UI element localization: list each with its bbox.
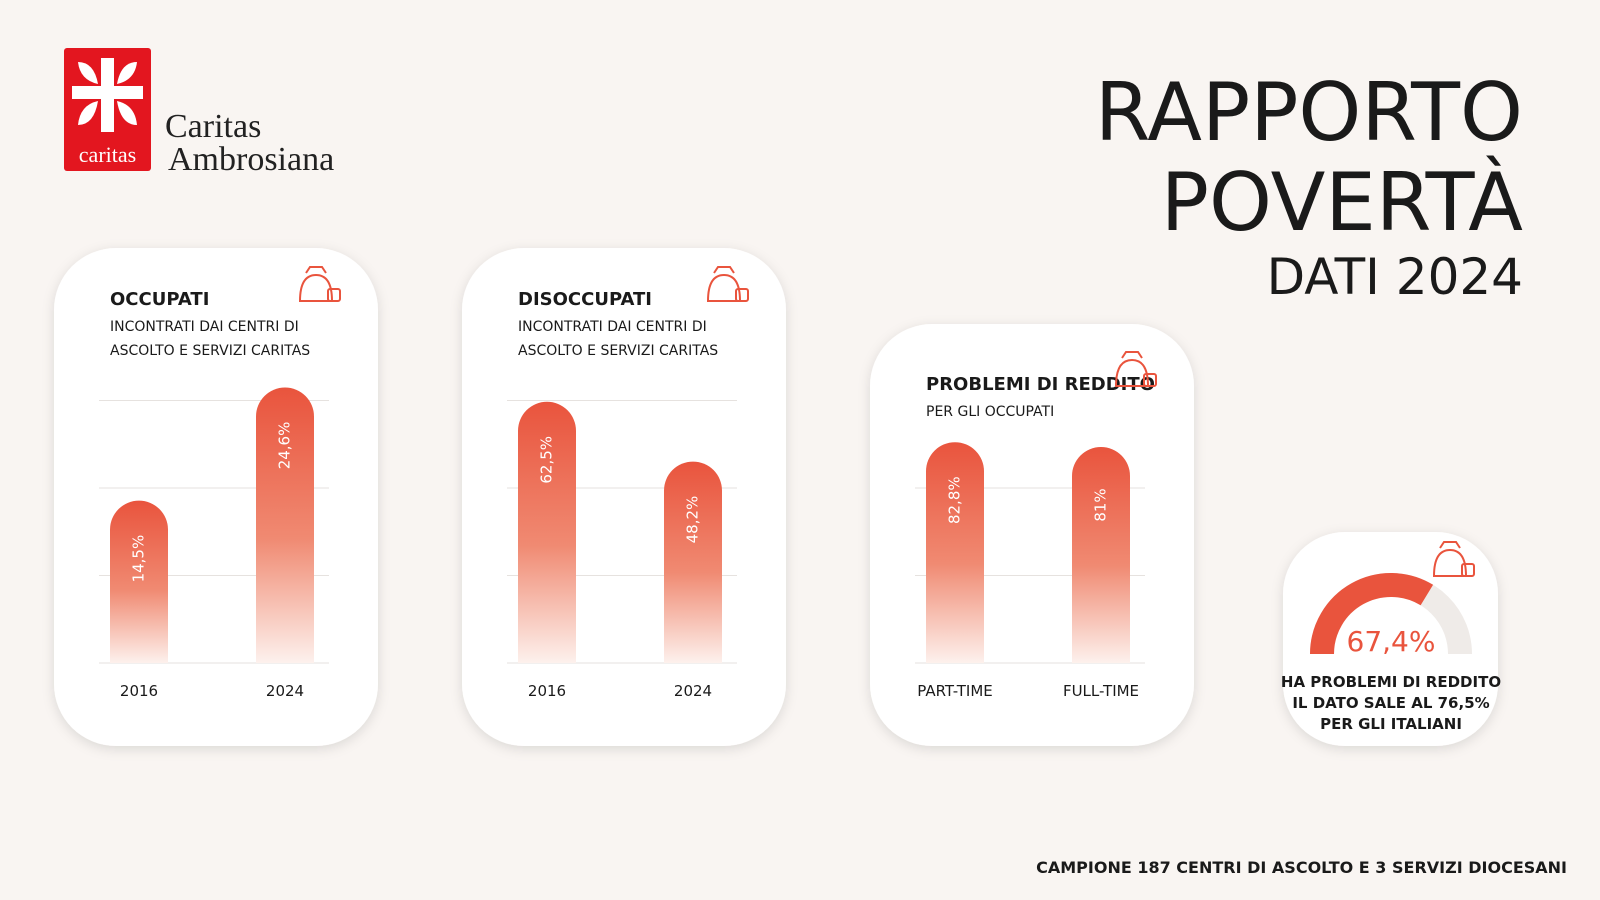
gauge-caption: PER GLI ITALIANI bbox=[1320, 715, 1462, 733]
card-title: PROBLEMI DI REDDITO bbox=[926, 374, 1155, 395]
icon-coins bbox=[735, 288, 749, 302]
bar bbox=[256, 387, 314, 663]
gauge-value bbox=[1310, 573, 1434, 655]
icon-coins bbox=[327, 288, 341, 302]
icon-shape bbox=[298, 266, 334, 302]
icon bbox=[298, 266, 341, 302]
bar bbox=[110, 500, 168, 663]
card-subtitle: ASCOLTO E SERVIZI CARITAS bbox=[518, 343, 718, 359]
title: POVERTÀ bbox=[1161, 155, 1524, 249]
value-label: 24,6% bbox=[276, 422, 294, 470]
card-subtitle: INCONTRATI DAI CENTRI DI bbox=[110, 319, 299, 335]
card-title: DISOCCUPATI bbox=[518, 289, 652, 310]
value-label: 81% bbox=[1092, 488, 1110, 521]
icon bbox=[1114, 351, 1157, 387]
gauge-caption: HA PROBLEMI DI REDDITO bbox=[1281, 673, 1501, 691]
card bbox=[1283, 532, 1498, 746]
bar bbox=[1072, 447, 1130, 663]
logo: caritas Caritas Ambrosiana bbox=[64, 48, 334, 178]
subtitle: DATI 2024 bbox=[1267, 248, 1523, 306]
icon-shape bbox=[1114, 351, 1150, 387]
bar bbox=[518, 401, 576, 663]
title: RAPPORTO bbox=[1095, 66, 1523, 159]
icon bbox=[1432, 541, 1475, 577]
bar bbox=[926, 442, 984, 663]
icon-coins bbox=[1143, 373, 1157, 387]
category-label: 2016 bbox=[528, 682, 566, 700]
icon-shape bbox=[706, 266, 742, 302]
footer: CAMPIONE 187 CENTRI DI ASCOLTO E 3 SERVI… bbox=[1036, 858, 1567, 877]
logo-mark: caritas bbox=[79, 142, 136, 167]
icon bbox=[706, 266, 749, 302]
value-label: 62,5% bbox=[538, 436, 556, 484]
icon-shape bbox=[1432, 541, 1468, 577]
card-subtitle: ASCOLTO E SERVIZI CARITAS bbox=[110, 343, 310, 359]
category-label: FULL-TIME bbox=[1063, 682, 1139, 700]
value-label: 82,8% bbox=[946, 476, 964, 524]
value-label: 14,5% bbox=[130, 535, 148, 583]
category-label: 2024 bbox=[266, 682, 304, 700]
value-label: 48,2% bbox=[684, 496, 702, 544]
gauge-label: 67,4% bbox=[1347, 625, 1436, 658]
gauge-caption: IL DATO SALE AL 76,5% bbox=[1292, 694, 1489, 712]
charts: OCCUPATI INCONTRATI DAI CENTRI DI ASCOLTO … bbox=[54, 248, 1501, 746]
category-label: PART-TIME bbox=[917, 682, 993, 700]
icon-coins bbox=[1461, 563, 1475, 577]
logo-name: Caritas bbox=[165, 108, 261, 145]
card-subtitle: PER GLI OCCUPATI bbox=[926, 404, 1054, 420]
bar bbox=[664, 461, 722, 663]
card-title: OCCUPATI bbox=[110, 289, 209, 310]
category-label: 2024 bbox=[674, 682, 712, 700]
card-subtitle: INCONTRATI DAI CENTRI DI bbox=[518, 319, 707, 335]
category-label: 2016 bbox=[120, 682, 158, 700]
logo-name: Ambrosiana bbox=[168, 141, 334, 178]
logo-cross bbox=[72, 58, 143, 132]
